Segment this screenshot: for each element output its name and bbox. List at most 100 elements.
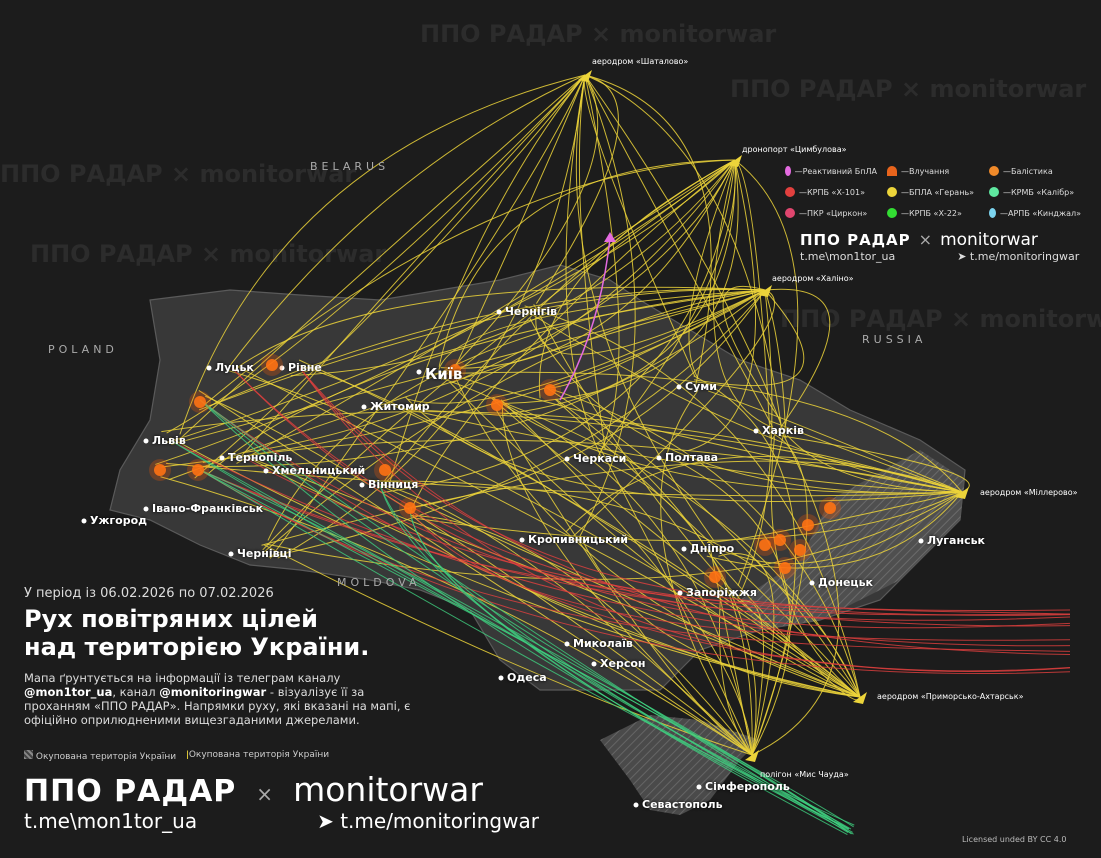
link-mon1tor[interactable]: t.me\mon1tor_ua — [24, 809, 198, 833]
legend-dot-icon — [989, 187, 999, 197]
shahed-track — [451, 74, 586, 375]
pin-icon: ǀ — [186, 750, 189, 760]
shahed-track — [501, 403, 753, 756]
shahed-track — [583, 74, 696, 377]
shahed-track — [198, 390, 753, 756]
brand-small: ППО РАДАР × monitorwar t.me\mon1tor_ua ➤… — [800, 230, 1079, 263]
country-label: POLAND — [48, 343, 118, 356]
city-marker — [416, 369, 422, 375]
shahed-track — [722, 285, 781, 421]
brand-ppo-radar: ППО РАДАР — [24, 774, 237, 809]
explosion-icon — [491, 399, 503, 411]
shahed-track — [500, 399, 753, 756]
brand-ppo-radar: ППО РАДАР — [800, 231, 911, 249]
legend-dot-icon — [887, 208, 897, 218]
launch-site-label: аеродром «Шаталово» — [592, 57, 689, 66]
city-marker — [228, 551, 234, 557]
link-monitoringwar[interactable]: t.me/monitoringwar — [969, 250, 1080, 263]
shahed-track — [241, 74, 586, 457]
shahed-track — [546, 387, 861, 698]
shahed-track — [660, 390, 753, 756]
legend-item: — Реактивний БпЛА — [785, 166, 877, 176]
shahed-track — [694, 289, 805, 387]
telegram-icon: ➤ — [957, 250, 967, 263]
explosion-glow — [704, 566, 726, 588]
legend-dot-icon — [785, 208, 795, 218]
explosion-icon — [194, 396, 206, 408]
shahed-track — [205, 159, 736, 405]
explosion-glow — [819, 497, 841, 519]
city-label: Миколаїв — [573, 637, 633, 650]
explosion-glow — [754, 534, 776, 556]
kalibr-track — [199, 399, 850, 830]
city-marker — [681, 546, 687, 552]
shahed-track — [202, 439, 963, 493]
shahed-track — [438, 159, 736, 367]
period: У період із 06.02.2026 по 07.02.2026 — [24, 586, 274, 601]
kh101-track — [299, 367, 1071, 672]
shahed-track — [234, 286, 766, 370]
city-marker — [809, 580, 815, 586]
city-marker — [263, 468, 269, 474]
link-monitoringwar[interactable]: t.me/monitoringwar — [340, 809, 539, 833]
shahed-track — [584, 74, 620, 463]
city-marker — [656, 455, 662, 461]
shahed-track — [160, 476, 753, 756]
explosion-icon — [154, 464, 166, 476]
shahed-track — [764, 289, 786, 432]
city-marker — [496, 309, 502, 315]
launch-site-icon — [758, 285, 772, 297]
shahed-track — [228, 74, 586, 367]
city-marker — [696, 784, 702, 790]
country-label: MOLDOVA — [337, 576, 421, 589]
shahed-track — [372, 480, 861, 698]
shahed-track — [155, 159, 736, 465]
kalibr-track — [409, 509, 848, 836]
shahed-track — [719, 587, 753, 756]
explosion-icon — [379, 464, 391, 476]
kalibr-track — [199, 469, 852, 835]
kalibr-track — [379, 484, 852, 830]
kalibr-track — [199, 399, 849, 830]
launch-site-label: аеродром «Міллерово» — [980, 488, 1078, 497]
shahed-track — [503, 159, 736, 415]
shahed-track — [577, 74, 636, 541]
shahed-track — [751, 431, 840, 756]
telegram-icon: ➤ — [317, 809, 334, 833]
explosion-glow — [187, 459, 209, 481]
launch-site-icon — [745, 750, 759, 762]
city-label: Чернівці — [237, 547, 292, 560]
shahed-track — [524, 305, 861, 698]
link-mon1tor[interactable]: t.me\mon1tor_ua — [800, 250, 896, 263]
launch-site-icon — [728, 155, 742, 167]
launch-site-label: полігон «Мис Чауда» — [760, 770, 849, 779]
legend: — Реактивний БпЛА — Влучання — Балістика — … — [785, 166, 1081, 229]
launch-site-icon — [853, 692, 867, 704]
shahed-track — [584, 74, 774, 428]
launch-site-icon — [578, 70, 592, 82]
kh101-track — [299, 367, 1071, 656]
shahed-track — [388, 74, 586, 487]
country-label: BELARUS — [310, 160, 390, 173]
city-marker — [918, 538, 924, 544]
shahed-track — [253, 458, 861, 698]
explosion-icon — [192, 464, 204, 476]
legend-dot-icon — [989, 166, 999, 176]
city-label: Київ — [425, 365, 463, 383]
description: Мапа ґрунтується на інформації із телегр… — [24, 671, 411, 727]
explosion-glow — [374, 459, 396, 481]
shahed-track — [751, 431, 808, 756]
launch-site-label: аеродром «Халіно» — [772, 274, 854, 283]
explosion-icon — [887, 166, 897, 176]
shahed-track — [171, 289, 766, 445]
occupied-east — [740, 450, 965, 630]
kh101-track — [231, 367, 1071, 629]
jet-drone-icon — [604, 232, 616, 242]
city-label: Полтава — [665, 451, 719, 464]
shahed-track — [384, 159, 736, 482]
shahed-track — [407, 289, 766, 404]
kh101-track — [199, 469, 1071, 627]
shahed-track — [600, 448, 753, 756]
license: Licensed unded BY CC 4.0 — [962, 835, 1067, 844]
